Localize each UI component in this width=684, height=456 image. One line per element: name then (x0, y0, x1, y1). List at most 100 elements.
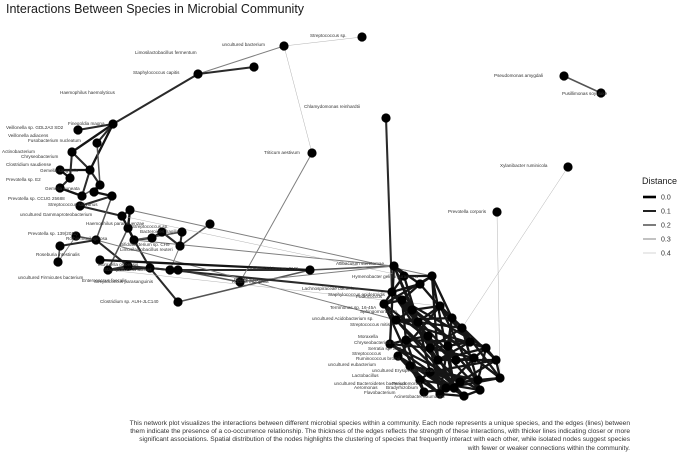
network-edge (96, 142, 101, 186)
species-node (117, 211, 127, 221)
node-label: Moraxella osloensis (98, 262, 139, 267)
network-edge (394, 318, 466, 398)
network-edge (196, 65, 256, 76)
species-node (55, 165, 65, 175)
network-edge (239, 152, 313, 283)
node-label: Roseburia intestinalis (36, 252, 80, 257)
species-node (123, 261, 133, 271)
network-edges (57, 36, 602, 398)
node-label: Acinetobacter baumannii (394, 394, 445, 399)
species-node (129, 235, 139, 245)
node-label: Bradyrhizobium sp. CH8 (248, 266, 298, 271)
species-node (235, 277, 245, 287)
node-label: Prevotella sp. 139(2011) (28, 231, 78, 236)
species-node (53, 257, 63, 267)
species-node (469, 353, 479, 363)
species-node (65, 173, 75, 183)
node-label: Kocuria rhizophila (232, 279, 269, 284)
species-node (457, 323, 467, 333)
species-node (177, 227, 187, 237)
network-edge (121, 215, 405, 277)
species-node (92, 138, 102, 148)
network-edge (95, 239, 397, 321)
species-node (307, 148, 317, 158)
node-label: Pusillimonas soyulake (562, 91, 608, 96)
species-node (473, 375, 483, 385)
node-label: Clostridium saudiense (6, 162, 52, 167)
species-node (85, 165, 95, 175)
species-node (75, 201, 85, 211)
species-node (67, 147, 77, 157)
chart-title: Interactions Between Species in Microbia… (6, 2, 305, 16)
network-edge (98, 258, 312, 272)
network-edge (396, 354, 448, 390)
network-edge (283, 45, 313, 154)
network-edge (197, 45, 285, 75)
species-node (596, 88, 606, 98)
network-edge (57, 235, 77, 263)
species-node (249, 62, 259, 72)
species-node (435, 301, 445, 311)
network-edge (436, 340, 472, 362)
network-edge (430, 274, 454, 320)
species-node (55, 183, 65, 193)
node-label: Clostridium sp. AUH-JLC140 (100, 299, 159, 304)
node-label: Serratia sp. SB3 (368, 346, 402, 351)
network-edge (563, 75, 602, 94)
species-node (393, 351, 403, 361)
species-node (441, 383, 451, 393)
species-node (559, 71, 569, 81)
node-label: Haemophilus haemolyticus (60, 90, 116, 95)
species-node (401, 335, 411, 345)
node-label: Streptococcus mitis (350, 322, 391, 327)
species-node (465, 337, 475, 347)
species-node (175, 241, 185, 251)
species-node (391, 315, 401, 325)
node-label: Pseudomonas amygdali (494, 73, 543, 78)
node-label: Lactobacillus (352, 373, 379, 378)
node-label: Streptococcus sp. (310, 33, 347, 38)
species-node (433, 355, 443, 365)
legend-label: 0.4 (661, 250, 671, 257)
node-label: Haemophilus parainfluenzae (86, 221, 145, 226)
species-node (459, 391, 469, 401)
species-node (73, 125, 83, 135)
node-label: Finegoldia magna (68, 121, 105, 126)
network-edge (430, 274, 440, 362)
species-node (492, 207, 502, 217)
network-edge (283, 36, 363, 47)
species-node (415, 279, 425, 289)
species-node (103, 265, 113, 275)
legend-label: 0.0 (661, 194, 671, 201)
network-edge (88, 122, 115, 172)
node-label: Aeromonas (354, 385, 378, 390)
species-node (413, 317, 423, 327)
species-node (205, 219, 215, 229)
network-edge (444, 356, 476, 390)
node-label: Atlibaculum steretomae (336, 261, 384, 266)
species-node (475, 385, 485, 395)
node-label: Chryseobacterium sp. (354, 340, 399, 345)
node-label: Flavobacterium (364, 390, 396, 395)
species-node (89, 187, 99, 197)
species-node (193, 69, 203, 79)
species-node (389, 261, 399, 271)
node-label: Veillonella sp. GDL2A3 SD2 (6, 125, 64, 130)
node-label: Staphylococcus capitis (133, 70, 180, 75)
node-label: uncultured Firmicutes bacterium (18, 275, 84, 280)
legend-entries: 0.0 0.1 0.2 0.3 0.4 (643, 194, 671, 257)
node-label: Hymenobacter gelipurpurascens (352, 274, 419, 279)
network-edge (460, 326, 502, 380)
network-edge (107, 227, 129, 271)
species-node (107, 191, 117, 201)
network-edge (428, 370, 456, 390)
species-node (435, 389, 445, 399)
network-edge (78, 194, 114, 208)
species-node (173, 265, 183, 275)
network-edge (309, 265, 395, 271)
network-edge (148, 266, 394, 294)
node-label: Sphingomonas sp. (360, 309, 398, 314)
network-edge (148, 266, 180, 304)
node-label: uncultured Erysipelotrichaceae (372, 368, 435, 373)
